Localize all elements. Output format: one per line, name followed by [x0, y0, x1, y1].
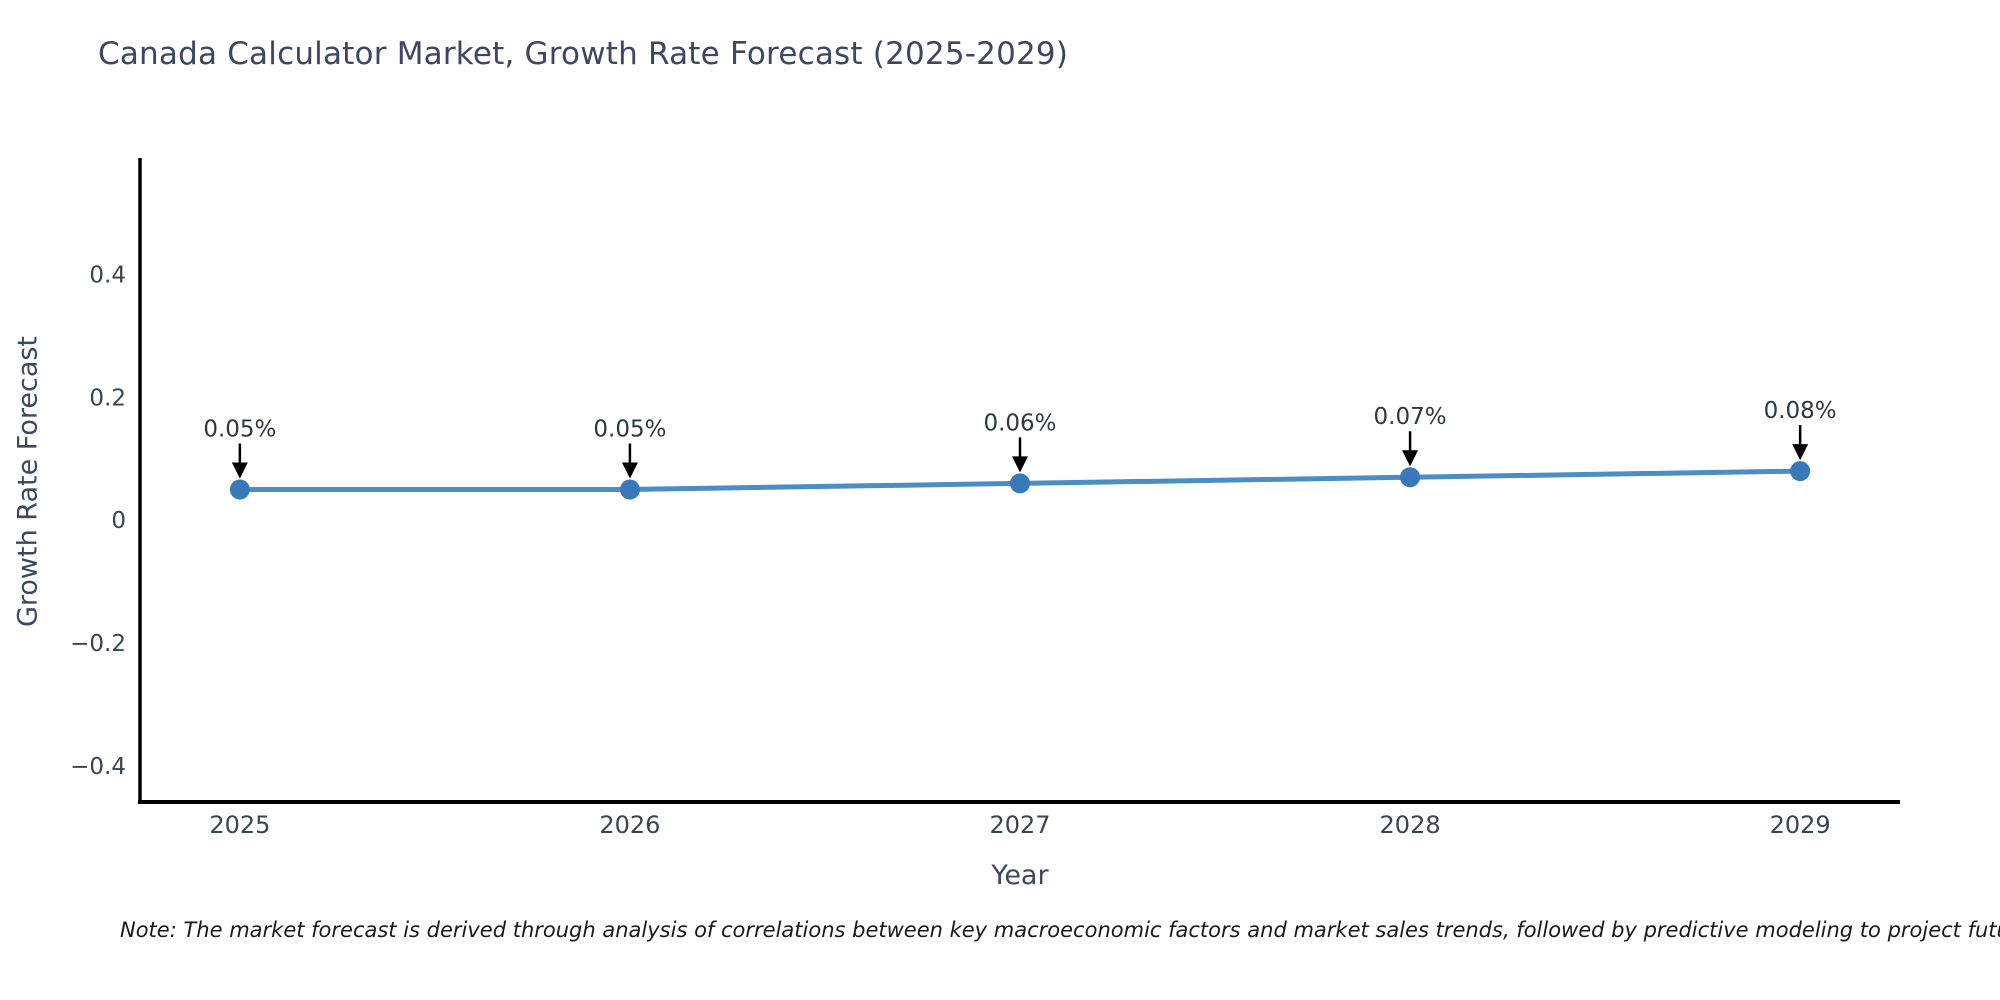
data-point-marker — [1010, 473, 1030, 494]
x-tick-label: 2025 — [209, 811, 270, 839]
data-point-value-label: 0.05% — [203, 417, 276, 443]
footnote-text: Note: The market forecast is derived thr… — [120, 918, 2000, 942]
annotation-arrowhead-icon — [1792, 444, 1809, 461]
data-point-marker — [1400, 467, 1421, 488]
data-point-marker — [1790, 461, 1811, 482]
x-tick-label: 2026 — [599, 811, 660, 839]
y-tick-label: −0.4 — [70, 754, 126, 780]
x-tick-label: 2029 — [1770, 811, 1831, 839]
x-axis-title: Year — [991, 860, 1049, 891]
x-tick-label: 2028 — [1380, 811, 1441, 839]
data-point-value-label: 0.08% — [1764, 398, 1837, 424]
annotation-arrowhead-icon — [1402, 450, 1419, 467]
data-point-value-label: 0.06% — [983, 410, 1056, 436]
data-point-value-label: 0.05% — [593, 417, 666, 443]
annotation-arrowhead-icon — [1012, 456, 1028, 473]
data-point-marker — [619, 479, 640, 500]
chart-title: Canada Calculator Market, Growth Rate Fo… — [98, 36, 1069, 72]
x-tick-label: 2027 — [989, 811, 1050, 839]
annotation-arrowhead-icon — [621, 462, 638, 479]
data-point-marker — [229, 479, 250, 500]
annotation-arrowhead-icon — [231, 462, 248, 479]
y-tick-label: 0.4 — [89, 263, 126, 289]
y-tick-label: 0 — [111, 508, 126, 534]
data-point-value-label: 0.07% — [1374, 404, 1447, 430]
y-tick-label: −0.2 — [70, 631, 126, 657]
y-tick-label: 0.2 — [89, 385, 126, 411]
